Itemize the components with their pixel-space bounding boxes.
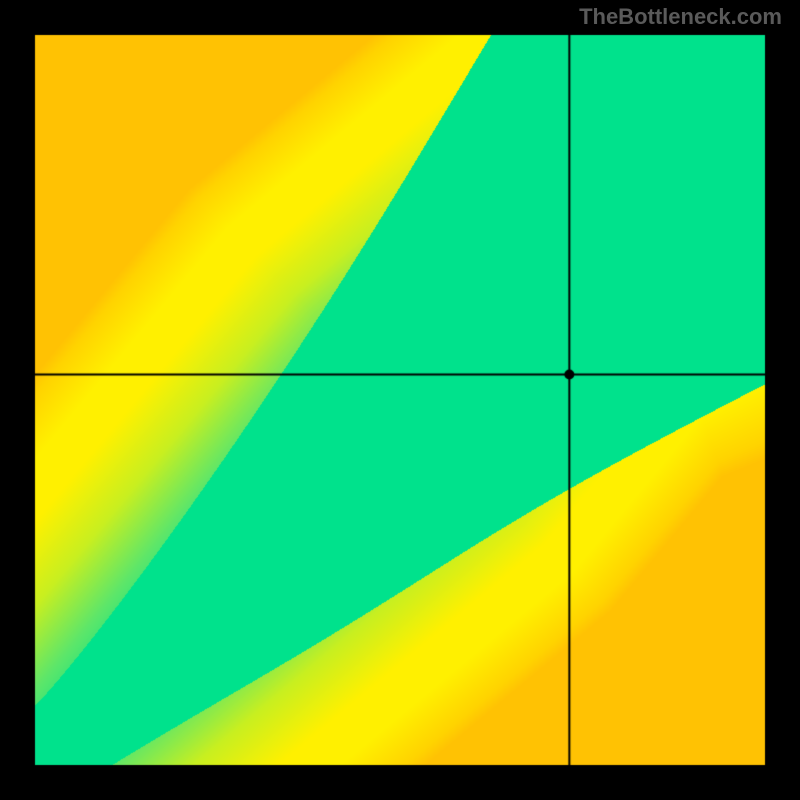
attribution-label: TheBottleneck.com [579, 4, 782, 30]
heatmap-canvas [0, 0, 800, 800]
chart-container: TheBottleneck.com [0, 0, 800, 800]
